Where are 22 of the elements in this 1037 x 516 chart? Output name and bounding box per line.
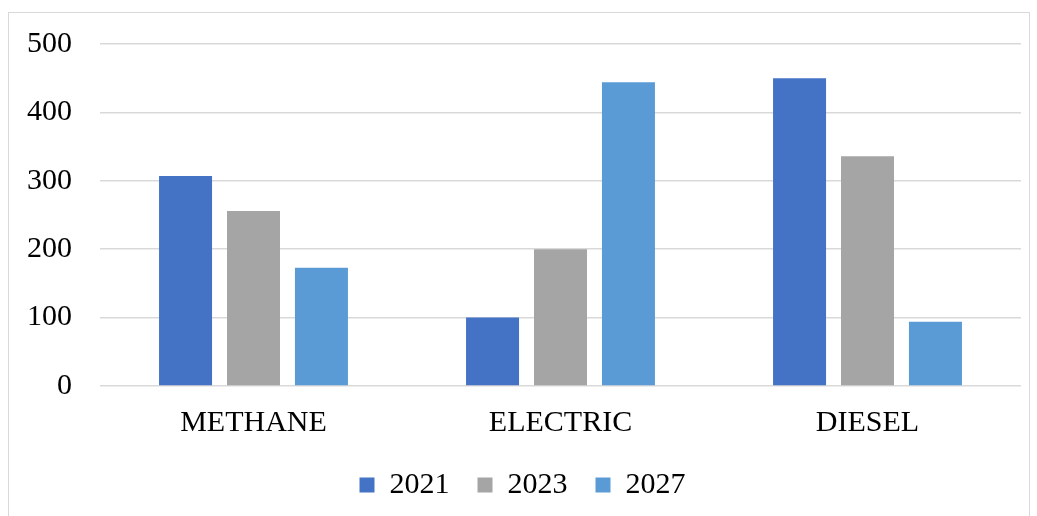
bar xyxy=(601,82,655,386)
bar xyxy=(908,321,962,386)
x-tick-label: DIESEL xyxy=(815,403,920,437)
bar xyxy=(159,176,213,386)
y-tick-label: 0 xyxy=(57,366,72,400)
y-tick-label: 200 xyxy=(27,230,72,264)
x-tick-label: ELECTRIC xyxy=(488,403,633,437)
bar xyxy=(773,78,827,386)
bar xyxy=(534,249,587,386)
y-tick-label: 100 xyxy=(27,298,72,332)
legend-label: 2027 xyxy=(625,465,686,499)
chart-frame: 2021 2023 2027 METHANE ELECTRIC DIESEL 0 100 200 300 400 500 xyxy=(8,12,1030,516)
bar xyxy=(841,156,894,386)
x-tick-label: METHANE xyxy=(180,403,327,437)
y-tick-label: 500 xyxy=(27,24,72,58)
y-tick-label: 300 xyxy=(27,161,72,195)
legend-label: 2021 xyxy=(389,465,450,499)
y-tick-label: 400 xyxy=(27,93,72,127)
bar xyxy=(466,317,520,386)
legend-label: 2023 xyxy=(507,465,568,499)
bar xyxy=(227,210,280,386)
bar xyxy=(294,267,348,386)
